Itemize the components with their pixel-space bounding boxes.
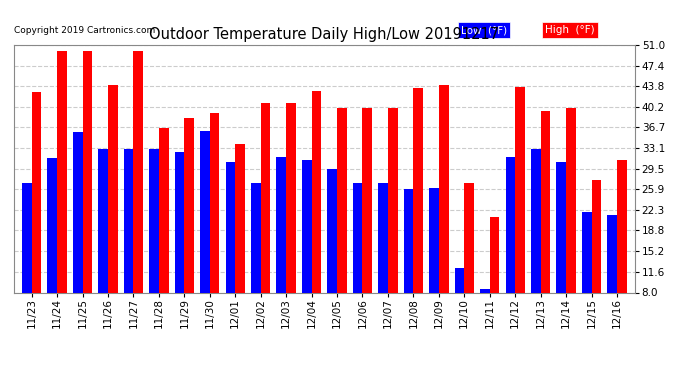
- Bar: [439, 85, 449, 292]
- Bar: [413, 88, 423, 292]
- Bar: [337, 108, 346, 292]
- Bar: [226, 162, 235, 292]
- Text: High  (°F): High (°F): [545, 25, 594, 35]
- Bar: [73, 132, 83, 292]
- Bar: [48, 158, 57, 292]
- Bar: [22, 183, 32, 292]
- Text: Copyright 2019 Cartronics.com: Copyright 2019 Cartronics.com: [14, 26, 155, 35]
- Bar: [582, 213, 591, 292]
- Bar: [506, 157, 515, 292]
- Bar: [404, 189, 413, 292]
- Bar: [464, 183, 474, 292]
- Bar: [108, 85, 117, 292]
- Bar: [480, 289, 490, 292]
- Bar: [251, 183, 261, 292]
- Bar: [159, 129, 168, 292]
- Bar: [455, 268, 464, 292]
- Bar: [312, 91, 322, 292]
- Bar: [133, 51, 143, 292]
- Bar: [98, 149, 108, 292]
- Bar: [124, 149, 133, 292]
- Bar: [541, 111, 551, 292]
- Bar: [175, 152, 184, 292]
- Bar: [286, 102, 296, 292]
- Bar: [515, 87, 525, 292]
- Bar: [617, 159, 627, 292]
- Title: Outdoor Temperature Daily High/Low 20191217: Outdoor Temperature Daily High/Low 20191…: [149, 27, 500, 42]
- Bar: [531, 149, 541, 292]
- Bar: [591, 180, 601, 292]
- Bar: [57, 51, 67, 292]
- Bar: [32, 92, 41, 292]
- Bar: [149, 149, 159, 292]
- Bar: [353, 183, 362, 292]
- Bar: [556, 162, 566, 292]
- Bar: [261, 102, 270, 292]
- Bar: [302, 160, 312, 292]
- Bar: [388, 108, 397, 292]
- Bar: [429, 188, 439, 292]
- Bar: [277, 157, 286, 292]
- Bar: [490, 216, 500, 292]
- Bar: [235, 144, 245, 292]
- Bar: [83, 51, 92, 292]
- Bar: [200, 131, 210, 292]
- Text: Low  (°F): Low (°F): [461, 25, 507, 35]
- Bar: [210, 113, 219, 292]
- Bar: [378, 183, 388, 292]
- Bar: [607, 215, 617, 292]
- Bar: [184, 118, 194, 292]
- Bar: [327, 169, 337, 292]
- Bar: [362, 108, 372, 292]
- Bar: [566, 108, 575, 292]
